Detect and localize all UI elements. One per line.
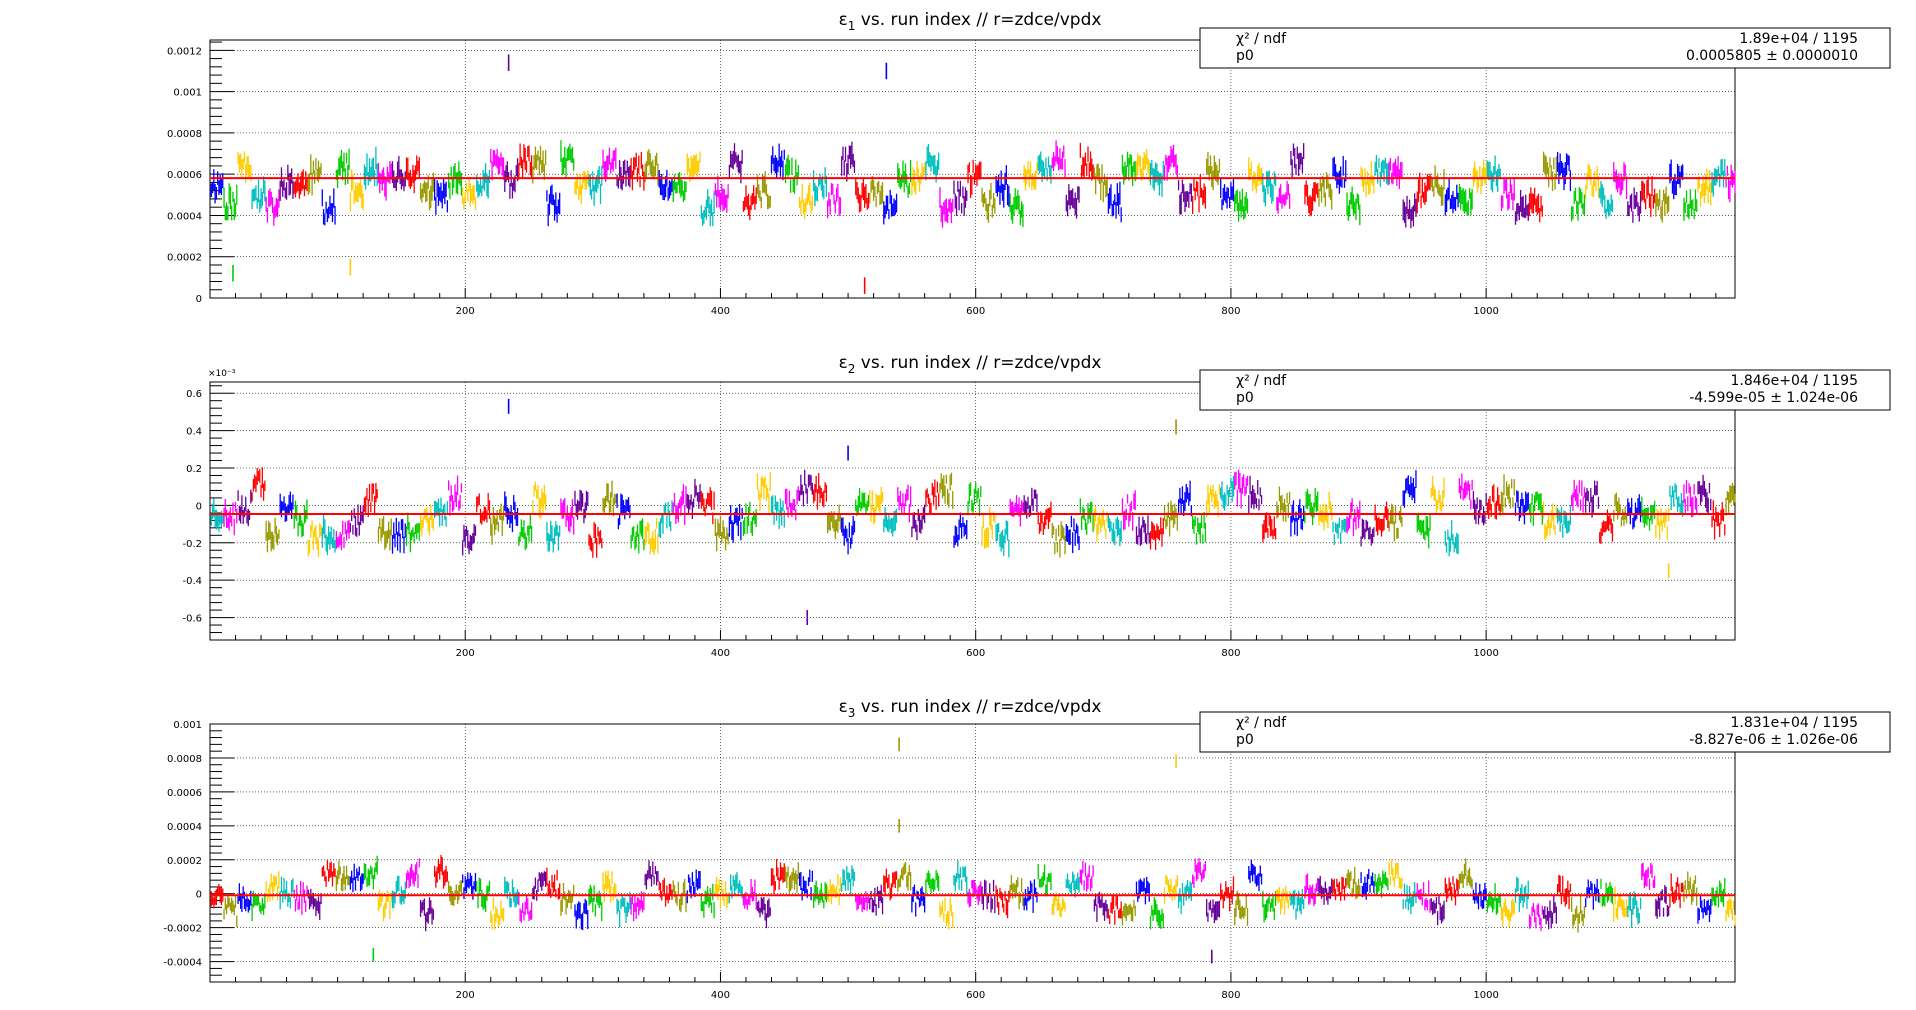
x-tick-label: 600 <box>966 990 985 1001</box>
x-tick-label: 400 <box>711 648 730 659</box>
p0-label: p0 <box>1236 390 1254 406</box>
p0-value: 0.0005805 ± 0.0000010 <box>1686 48 1858 64</box>
y-tick-label: -0.2 <box>182 539 202 550</box>
y-tick-label: 0.0004 <box>167 822 202 833</box>
y-tick-label: 0.0006 <box>167 788 202 799</box>
stats-box: χ² / ndf 1.846e+04 / 1195 p0 -4.599e-05 ± 1… <box>1199 369 1891 411</box>
chart-title: ε2 vs. run index // r=zdce/vpdx <box>839 353 1102 376</box>
data-points <box>210 737 1736 964</box>
x-tick-label: 400 <box>711 990 730 1001</box>
y-exponent-label: ×10⁻³ <box>208 369 236 379</box>
y-tick-label: 0.0002 <box>167 856 202 867</box>
x-tick-label: 600 <box>966 306 985 317</box>
panel-3: -0.0004 -0.0002 0 0.0002 0.0004 0.0006 0.0008 0… <box>163 697 1891 1001</box>
y-tick-label: 0.001 <box>173 720 202 731</box>
stats-box-frame <box>1199 27 1891 69</box>
y-tick-label: -0.0002 <box>163 924 202 935</box>
stats-box-frame <box>1199 369 1891 411</box>
y-tick-label: 0 <box>196 501 202 512</box>
p0-label: p0 <box>1236 48 1254 64</box>
y-tick-label: 0.0008 <box>167 129 202 140</box>
chi2-label: χ² / ndf <box>1236 373 1287 389</box>
x-tick-label: 1000 <box>1473 648 1498 659</box>
p0-label: p0 <box>1236 732 1254 748</box>
y-tick-label: 0 <box>196 294 202 305</box>
y-tick-label: -0.0004 <box>163 958 202 969</box>
x-tick-label: 1000 <box>1473 990 1498 1001</box>
panel-2: -0.6 -0.4 -0.2 0 0.2 0.4 0.6 200 400 600 800 1000 ×1… <box>182 353 1891 659</box>
y-tick-label: 0.0002 <box>167 253 202 264</box>
stats-box-frame <box>1199 711 1891 753</box>
stats-box: χ² / ndf 1.89e+04 / 1195 p0 0.0005805 ± 0.0… <box>1199 27 1891 69</box>
chart-title: ε3 vs. run index // r=zdce/vpdx <box>839 697 1102 720</box>
chi2-value: 1.831e+04 / 1195 <box>1731 715 1858 731</box>
grid-lines <box>210 723 1735 982</box>
chi2-value: 1.89e+04 / 1195 <box>1739 31 1858 47</box>
plot-frame <box>209 723 1736 983</box>
p0-value: -8.827e-06 ± 1.026e-06 <box>1689 732 1858 748</box>
y-tick-label: 0.0012 <box>167 46 202 57</box>
p0-value: -4.599e-05 ± 1.024e-06 <box>1689 390 1858 406</box>
plot-frame <box>209 381 1736 641</box>
x-tick-label: 600 <box>966 648 985 659</box>
y-tick-label: 0.0006 <box>167 170 202 181</box>
y-tick-label: 0.0008 <box>167 754 202 765</box>
chart-title: ε1 vs. run index // r=zdce/vpdx <box>839 10 1102 33</box>
x-tick-label: 200 <box>456 990 475 1001</box>
y-tick-label: 0.4 <box>186 427 202 438</box>
stats-box: χ² / ndf 1.831e+04 / 1195 p0 -8.827e-06 ± 1… <box>1199 711 1891 753</box>
y-tick-label: -0.4 <box>182 576 202 587</box>
x-tick-label: 800 <box>1221 648 1240 659</box>
x-tick-label: 800 <box>1221 306 1240 317</box>
y-tick-label: 0.0004 <box>167 211 202 222</box>
chi2-label: χ² / ndf <box>1236 715 1287 731</box>
chi2-value: 1.846e+04 / 1195 <box>1731 373 1858 389</box>
y-tick-label: 0 <box>196 890 202 901</box>
y-tick-label: 0.6 <box>186 389 202 400</box>
x-tick-label: 800 <box>1221 990 1240 1001</box>
y-tick-label: 0.001 <box>173 88 202 99</box>
y-tick-label: -0.6 <box>182 614 202 625</box>
data-points <box>210 398 1736 626</box>
y-tick-label: 0.2 <box>186 464 202 475</box>
x-tick-label: 1000 <box>1473 306 1498 317</box>
data-points <box>210 54 1736 294</box>
x-tick-label: 200 <box>456 648 475 659</box>
x-tick-label: 200 <box>456 306 475 317</box>
chi2-label: χ² / ndf <box>1236 31 1287 47</box>
panel-1: 0 0.0002 0.0004 0.0006 0.0008 0.001 0.0012 200 4… <box>167 10 1891 317</box>
x-tick-label: 400 <box>711 306 730 317</box>
